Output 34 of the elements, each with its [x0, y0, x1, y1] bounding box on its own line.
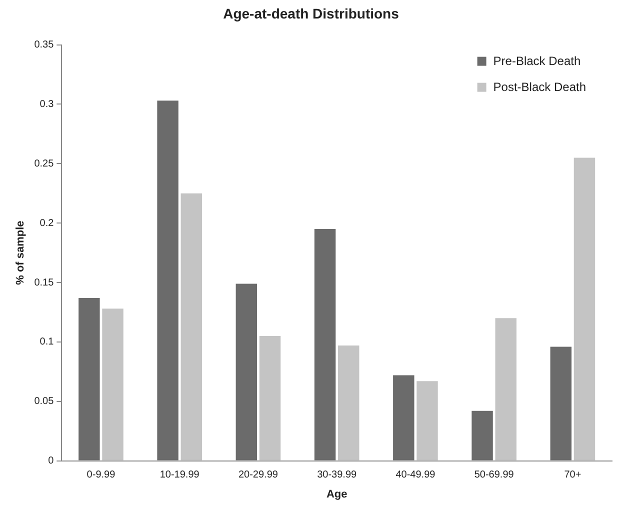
chart-title: Age-at-death Distributions — [223, 5, 400, 22]
x-tick-label: 20-29.99 — [238, 470, 278, 481]
y-tick-label: 0 — [48, 456, 54, 467]
x-tick-label: 10-19.99 — [160, 470, 200, 481]
bar — [259, 336, 281, 460]
bar — [236, 284, 258, 460]
y-axis-title: % of sample — [14, 220, 27, 285]
bar — [78, 298, 100, 460]
bar — [180, 193, 202, 460]
y-tick-label: 0.35 — [34, 40, 54, 51]
x-tick-label: 40-49.99 — [396, 470, 436, 481]
y-tick-label: 0.25 — [34, 158, 54, 170]
bar — [472, 410, 493, 460]
bar — [574, 158, 596, 460]
x-tick-label: 30-39.99 — [317, 470, 358, 481]
x-tick-label: 70+ — [564, 470, 582, 481]
x-tick-label: 50-69.99 — [474, 470, 514, 481]
legend-label: Post-Black Death — [493, 80, 586, 94]
y-tick-label: 0.3 — [40, 98, 54, 110]
y-tick-label: 0.15 — [34, 277, 54, 288]
bar — [416, 381, 438, 460]
bar — [550, 346, 572, 460]
legend-label: Pre-Black Death — [493, 54, 581, 68]
bar — [157, 100, 178, 460]
x-axis-title: Age — [326, 488, 348, 500]
x-tick-label: 0-9.99 — [86, 470, 116, 481]
y-tick-label: 0.2 — [40, 218, 54, 229]
y-tick-label: 0.1 — [40, 336, 54, 348]
bar — [495, 318, 516, 460]
bar — [314, 229, 336, 460]
bar — [102, 308, 124, 460]
bar — [393, 375, 414, 460]
y-tick-label: 0.05 — [34, 396, 54, 408]
bar — [338, 346, 360, 460]
